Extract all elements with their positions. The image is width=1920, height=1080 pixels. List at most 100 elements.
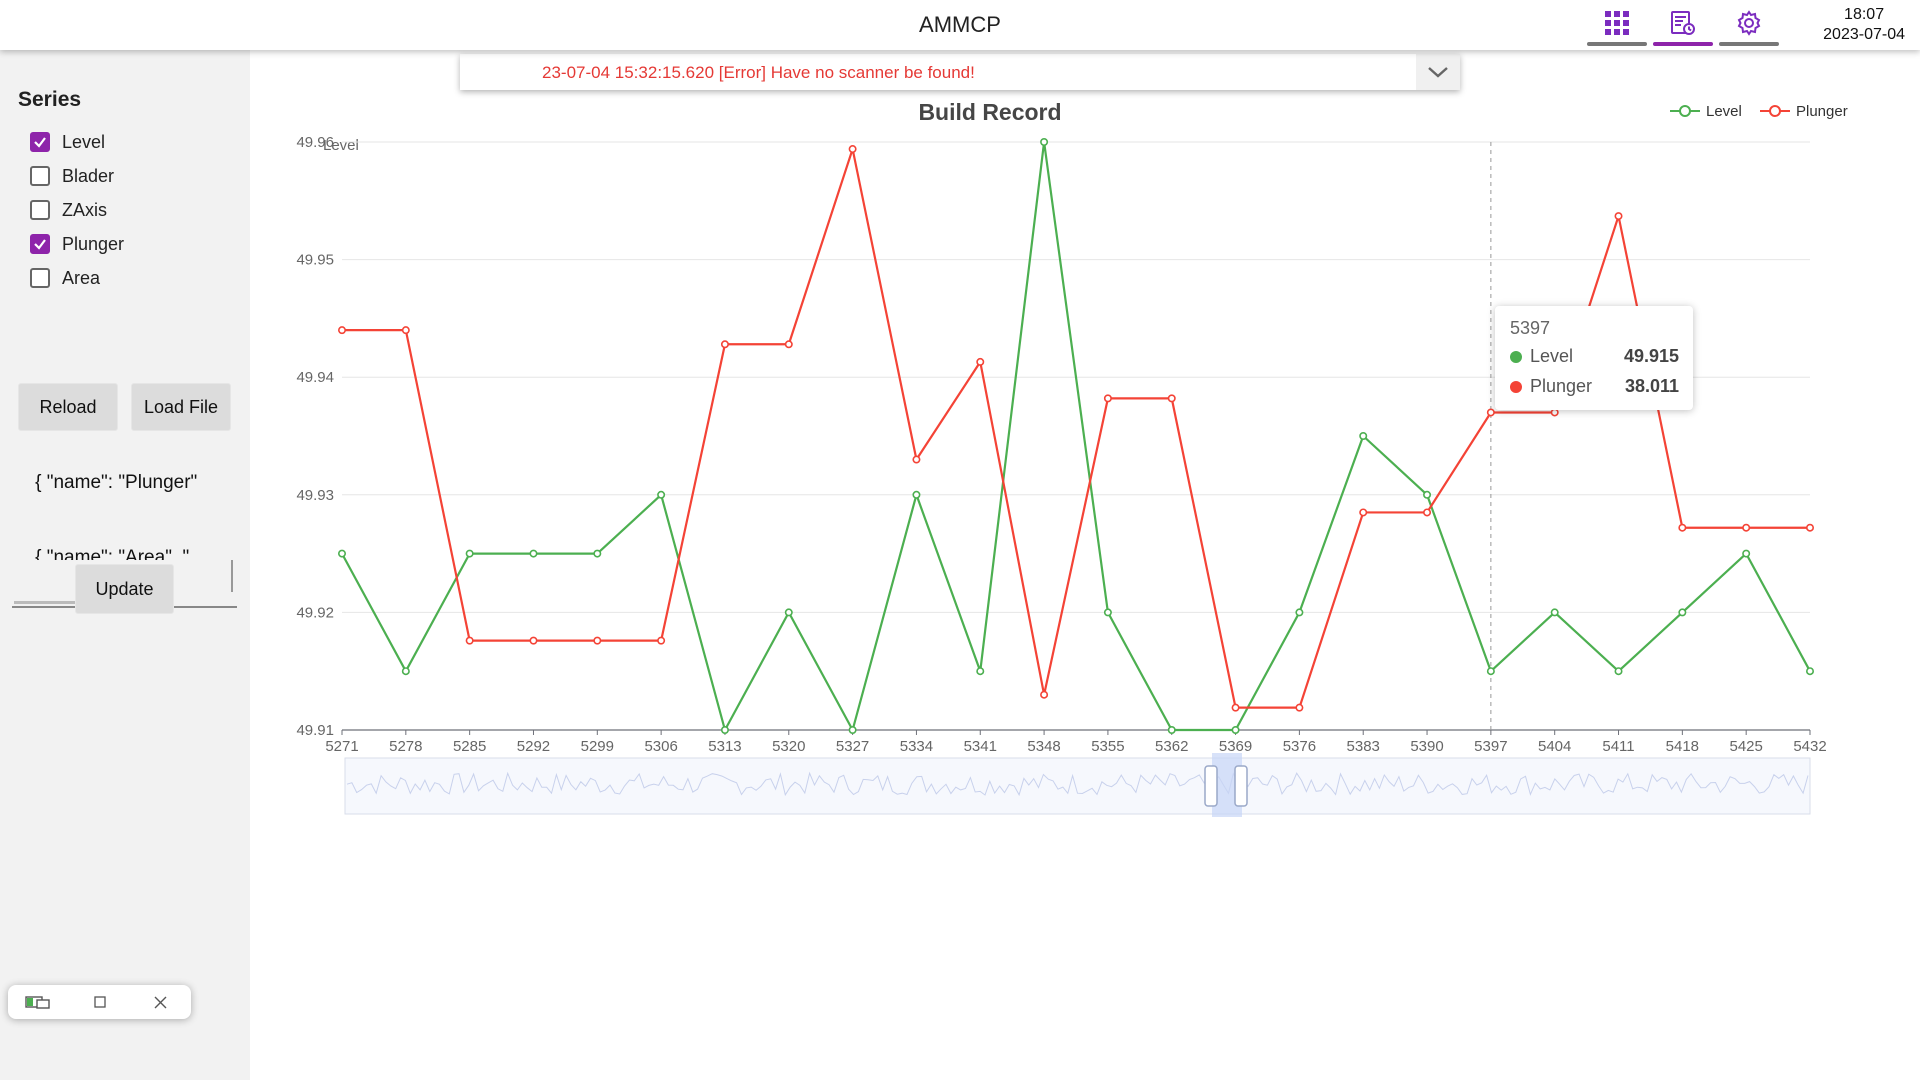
data-point-level[interactable] — [1359, 431, 1368, 440]
data-point-plunger[interactable] — [1742, 523, 1751, 532]
build-record-chart: Build Record Level Plunger Level 49.9649… — [296, 99, 1848, 817]
data-point-level[interactable] — [1550, 608, 1559, 617]
tooltip-marker — [1510, 380, 1522, 393]
data-point-level[interactable] — [338, 549, 347, 558]
clock: 18:07 2023-07-04 — [1823, 5, 1905, 45]
data-point-plunger[interactable] — [1167, 394, 1176, 403]
data-point-level[interactable] — [1103, 608, 1112, 617]
data-point-level[interactable] — [1486, 667, 1495, 676]
checkbox-unchecked-icon — [30, 200, 50, 220]
data-point-level[interactable] — [529, 549, 538, 558]
data-point-level[interactable] — [593, 549, 602, 558]
data-point-plunger[interactable] — [1359, 508, 1368, 517]
settings-button[interactable] — [1719, 0, 1779, 46]
legend-item-plunger[interactable]: Plunger — [1760, 103, 1848, 120]
data-point-level[interactable] — [1678, 608, 1687, 617]
data-point-level[interactable] — [1231, 725, 1240, 734]
data-point-plunger[interactable] — [1103, 394, 1112, 403]
data-point-level[interactable] — [848, 725, 857, 734]
x-tick-label: 5285 — [453, 738, 486, 755]
data-point-level[interactable] — [976, 667, 985, 676]
data-point-plunger[interactable] — [1231, 703, 1240, 712]
data-point-level[interactable] — [1295, 608, 1304, 617]
json-horizontal-scrollbar[interactable] — [14, 601, 76, 604]
data-point-plunger[interactable] — [1614, 212, 1623, 221]
tooltip-series-value: 49.915 — [1623, 346, 1679, 366]
grid-button-indicator — [1587, 42, 1647, 46]
tooltip-series-name: Plunger — [1530, 376, 1593, 396]
load-file-button[interactable]: Load File — [131, 383, 231, 431]
series-line-level[interactable] — [341, 140, 1811, 732]
x-tick-label: 5348 — [1027, 738, 1060, 755]
data-point-plunger[interactable] — [1550, 408, 1559, 417]
json-vertical-scrollbar[interactable] — [231, 560, 233, 592]
tooltip-series-value: 38.011 — [1624, 376, 1679, 396]
series-checkbox-plunger[interactable]: Plunger — [30, 232, 124, 256]
maximize-icon — [93, 996, 106, 1008]
data-point-level[interactable] — [401, 667, 410, 676]
reload-button[interactable]: Reload — [18, 383, 118, 431]
data-point-level[interactable] — [1614, 667, 1623, 676]
series-checkbox-level[interactable]: Level — [30, 130, 105, 154]
data-point-plunger[interactable] — [1295, 703, 1304, 712]
update-button[interactable]: Update — [75, 564, 174, 614]
data-point-level[interactable] — [720, 725, 729, 734]
x-tick-labels: 5271 5278 5285 5292 5299 5306 5313 5320 5327 5334… — [325, 730, 1827, 755]
data-point-level[interactable] — [784, 608, 793, 617]
data-point-plunger[interactable] — [657, 636, 666, 645]
x-tick-label: 5341 — [964, 738, 997, 755]
data-point-level[interactable] — [465, 549, 474, 558]
x-tick-label: 5299 — [581, 738, 614, 755]
data-point-level[interactable] — [1040, 137, 1049, 146]
data-zoom-slider[interactable] — [344, 753, 1811, 817]
data-point-plunger[interactable] — [529, 636, 538, 645]
data-point-plunger[interactable] — [1486, 408, 1495, 417]
data-point-plunger[interactable] — [976, 357, 985, 366]
data-point-plunger[interactable] — [593, 636, 602, 645]
data-point-level[interactable] — [912, 490, 921, 499]
series-checkbox-zaxis[interactable]: ZAxis — [30, 198, 107, 222]
series-checkbox-area[interactable]: Area — [30, 266, 100, 290]
series-line-plunger[interactable] — [342, 147, 1810, 709]
data-point-plunger[interactable] — [1678, 523, 1687, 532]
y-tick-label: 49.94 — [296, 369, 334, 386]
checkbox-checked-icon — [30, 234, 50, 254]
data-point-level[interactable] — [1167, 725, 1176, 734]
data-point-plunger[interactable] — [784, 340, 793, 349]
chart-legend: Level Plunger — [1670, 103, 1848, 120]
data-point-plunger[interactable] — [912, 455, 921, 464]
data-point-level[interactable] — [1806, 667, 1815, 676]
top-bar: AMMCP — [0, 0, 1920, 50]
zoom-handle-right[interactable] — [1234, 765, 1248, 807]
error-expand-button[interactable] — [1416, 54, 1460, 90]
grid-button[interactable] — [1587, 0, 1647, 46]
close-button[interactable] — [130, 996, 191, 1009]
data-point-plunger[interactable] — [720, 340, 729, 349]
x-tick-label: 5271 — [325, 738, 358, 755]
data-point-plunger[interactable] — [401, 326, 410, 335]
data-point-plunger[interactable] — [1423, 508, 1432, 517]
window-restore-icon — [24, 996, 50, 1009]
data-point-plunger[interactable] — [1040, 690, 1049, 699]
data-point-plunger[interactable] — [465, 636, 474, 645]
data-point-plunger[interactable] — [338, 326, 347, 335]
x-tick-label: 5369 — [1219, 738, 1252, 755]
data-point-plunger[interactable] — [848, 145, 857, 154]
series-checkbox-blader[interactable]: Blader — [30, 164, 114, 188]
legend-label-plunger: Plunger — [1796, 103, 1848, 120]
zoom-handle-left[interactable] — [1204, 765, 1218, 807]
data-point-level[interactable] — [657, 490, 666, 499]
data-point-plunger[interactable] — [1806, 523, 1815, 532]
legend-item-level[interactable]: Level — [1670, 103, 1742, 120]
data-point-level[interactable] — [1423, 490, 1432, 499]
maximize-button[interactable] — [69, 996, 130, 1008]
data-point-level[interactable] — [1742, 549, 1751, 558]
json-editor[interactable]: { "name": "Plunger" { "name": "Area", " … — [14, 420, 232, 560]
tooltip-row-plunger: Plunger 38.011 — [1510, 376, 1679, 397]
sidebar: Series Level Blader ZAxis Plunger Area R… — [0, 50, 250, 1080]
tooltip-title: 5397 — [1510, 318, 1551, 338]
restore-window-button[interactable] — [8, 995, 69, 1009]
x-tick-label: 5397 — [1474, 738, 1507, 755]
tooltip-marker — [1510, 350, 1522, 363]
record-button[interactable] — [1653, 0, 1713, 46]
